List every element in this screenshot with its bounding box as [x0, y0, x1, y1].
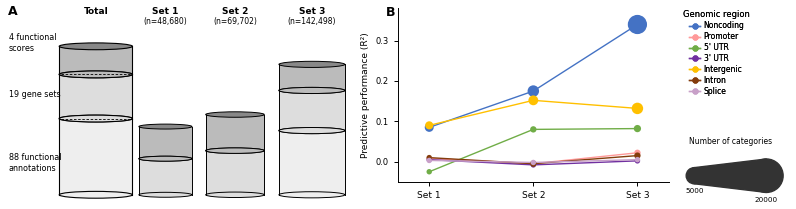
Point — [631, 23, 644, 26]
Point — [423, 126, 435, 129]
Point — [631, 159, 644, 163]
Ellipse shape — [205, 112, 264, 117]
Text: Set 3: Set 3 — [298, 7, 325, 16]
Ellipse shape — [59, 43, 132, 50]
Circle shape — [750, 159, 783, 192]
Point — [631, 154, 644, 157]
Text: (n=142,498): (n=142,498) — [287, 17, 336, 26]
Ellipse shape — [279, 61, 345, 68]
Text: B: B — [386, 6, 396, 19]
Ellipse shape — [59, 71, 132, 78]
Ellipse shape — [205, 148, 264, 153]
Ellipse shape — [59, 191, 132, 198]
Text: 4 functional
scores: 4 functional scores — [9, 33, 57, 53]
Ellipse shape — [205, 192, 264, 198]
Text: Total: Total — [84, 7, 108, 16]
Y-axis label: Predictive performance (R²): Predictive performance (R²) — [361, 32, 370, 158]
Ellipse shape — [279, 192, 345, 198]
Bar — [139, 127, 192, 159]
Point — [631, 127, 644, 130]
Ellipse shape — [139, 124, 192, 129]
Point — [423, 157, 435, 160]
Bar — [205, 115, 264, 151]
Point — [527, 128, 540, 131]
Point — [423, 156, 435, 159]
Ellipse shape — [59, 115, 132, 122]
Point — [527, 161, 540, 164]
Text: (n=48,680): (n=48,680) — [143, 17, 187, 26]
Point — [631, 151, 644, 154]
Point — [527, 162, 540, 165]
Bar — [59, 74, 132, 119]
Text: 5000: 5000 — [685, 188, 704, 194]
Point — [423, 170, 435, 173]
Ellipse shape — [279, 127, 345, 134]
Ellipse shape — [279, 127, 345, 134]
Ellipse shape — [59, 115, 132, 122]
Ellipse shape — [139, 192, 192, 197]
Legend: Noncoding, Promoter, 5' UTR, 3' UTR, Intergenic, Intron, Splice: Noncoding, Promoter, 5' UTR, 3' UTR, Int… — [683, 10, 750, 96]
Ellipse shape — [59, 71, 132, 78]
Ellipse shape — [139, 156, 192, 161]
Polygon shape — [694, 159, 767, 192]
Point — [527, 89, 540, 93]
Text: 20000: 20000 — [755, 197, 778, 203]
Bar — [279, 90, 345, 131]
Point — [631, 158, 644, 161]
Text: Set 1: Set 1 — [152, 7, 178, 16]
Point — [423, 158, 435, 161]
Ellipse shape — [139, 156, 192, 161]
Text: 88 functional
annotations: 88 functional annotations — [9, 153, 61, 173]
Circle shape — [686, 168, 702, 184]
Text: (n=69,702): (n=69,702) — [213, 17, 257, 26]
Text: Number of categories: Number of categories — [689, 137, 772, 146]
Point — [423, 124, 435, 127]
Point — [423, 159, 435, 162]
Bar — [139, 159, 192, 195]
Point — [631, 107, 644, 110]
Ellipse shape — [279, 87, 345, 93]
Bar — [205, 151, 264, 195]
Bar — [279, 64, 345, 90]
Point — [527, 99, 540, 102]
Text: A: A — [8, 5, 18, 18]
Bar — [59, 119, 132, 195]
Text: Set 2: Set 2 — [222, 7, 248, 16]
Bar — [279, 131, 345, 195]
Point — [527, 162, 540, 165]
Point — [527, 163, 540, 167]
Bar — [59, 46, 132, 74]
Text: 19 gene sets: 19 gene sets — [9, 90, 60, 99]
Ellipse shape — [205, 148, 264, 153]
Ellipse shape — [279, 87, 345, 93]
